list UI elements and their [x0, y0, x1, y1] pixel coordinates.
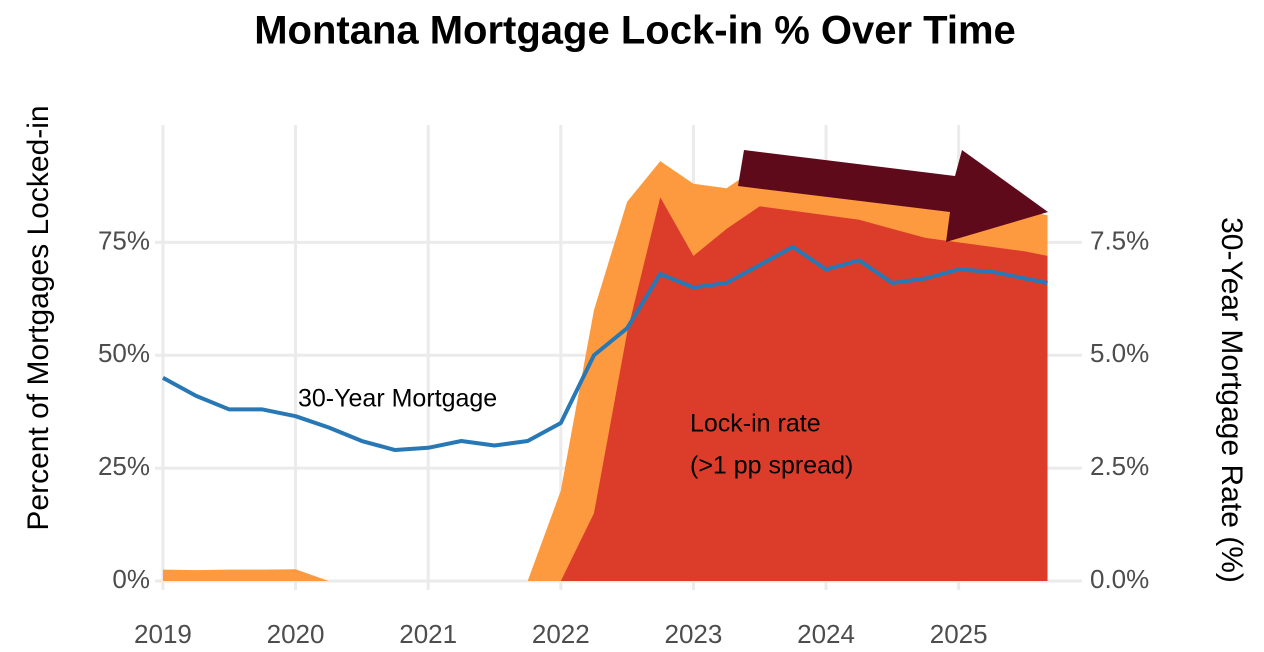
x-tick-label: 2022 — [532, 619, 590, 649]
trend-arrow — [738, 150, 1048, 242]
y2-tick-label: 0.0% — [1090, 564, 1149, 594]
x-tick-label: 2021 — [399, 619, 457, 649]
y-tick-label: 75% — [98, 225, 150, 255]
annotation: (>1 pp spread) — [690, 452, 853, 480]
y-tick-label: 50% — [98, 338, 150, 368]
marks — [162, 161, 1048, 581]
x-tick-label: 2020 — [267, 619, 325, 649]
y2-tick-label: 7.5% — [1090, 225, 1149, 255]
annotation: Lock-in rate — [690, 410, 821, 438]
chart-title: Montana Mortgage Lock-in % Over Time — [254, 9, 1016, 53]
y2-tick-label: 2.5% — [1090, 451, 1149, 481]
x-tick-label: 2023 — [665, 619, 723, 649]
y2-tick-label: 5.0% — [1090, 338, 1149, 368]
x-tick-label: 2019 — [134, 619, 192, 649]
y-tick-label: 25% — [98, 451, 150, 481]
y2-axis-title: 30-Year Mortgage Rate (%) — [1215, 217, 1248, 583]
y-axis-title: Percent of Mortgages Locked-in — [22, 105, 55, 530]
annotation: 30-Year Mortgage — [298, 385, 497, 413]
x-tick-label: 2025 — [930, 619, 988, 649]
y-tick-label: 0% — [112, 564, 150, 594]
x-tick-label: 2024 — [797, 619, 855, 649]
line — [162, 244, 1048, 453]
area — [162, 197, 1048, 581]
